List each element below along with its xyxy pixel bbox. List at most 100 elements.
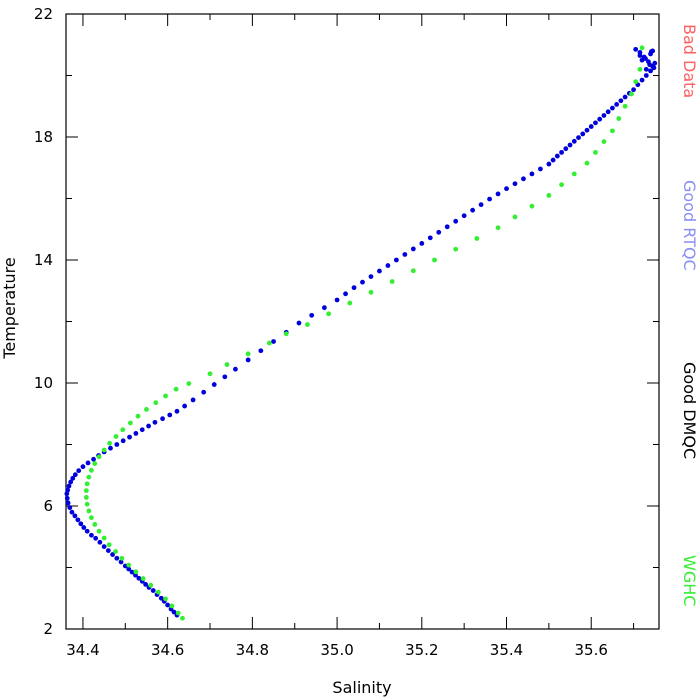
legend-entry: Good RTQC xyxy=(680,180,699,271)
data-point xyxy=(89,467,94,473)
data-point xyxy=(478,202,484,208)
data-point xyxy=(75,517,81,523)
data-point xyxy=(163,393,168,399)
data-point xyxy=(110,552,115,557)
data-point xyxy=(78,521,84,527)
data-point xyxy=(163,596,168,602)
legend-entry: Bad Data xyxy=(680,24,699,98)
data-point xyxy=(97,539,103,545)
y-tick-label: 22 xyxy=(34,5,53,23)
data-point xyxy=(93,535,99,541)
data-point xyxy=(271,339,276,344)
data-point xyxy=(571,171,577,177)
data-point xyxy=(550,157,556,163)
data-point xyxy=(129,569,135,575)
x-tick-label: 34.6 xyxy=(151,641,184,659)
data-point xyxy=(136,575,142,581)
data-point xyxy=(610,105,615,111)
y-tick-label: 10 xyxy=(34,374,53,392)
data-point xyxy=(266,340,272,346)
data-point xyxy=(347,300,353,306)
data-point xyxy=(155,589,161,595)
data-point xyxy=(160,416,165,422)
data-point xyxy=(512,214,518,220)
data-point xyxy=(152,419,158,425)
data-point xyxy=(133,431,139,436)
data-point xyxy=(652,60,658,66)
x-tick-labels: 34.4 34.6 34.8 35.0 35.2 35.4 35.6 xyxy=(66,641,608,659)
data-point xyxy=(126,566,132,572)
data-point xyxy=(487,196,492,202)
data-point xyxy=(474,236,480,241)
series-wghc xyxy=(83,45,645,621)
data-point xyxy=(143,582,149,587)
data-point xyxy=(419,240,425,246)
axis-ticks xyxy=(66,13,659,630)
y-tick-labels: 2 6 10 14 18 22 xyxy=(34,5,53,638)
data-point xyxy=(65,500,71,506)
data-point xyxy=(165,602,171,608)
data-point xyxy=(101,544,107,549)
data-point xyxy=(651,65,657,71)
data-point xyxy=(402,252,408,257)
data-point xyxy=(618,98,624,104)
data-point xyxy=(69,509,75,515)
data-point xyxy=(120,427,126,433)
data-point xyxy=(554,153,560,159)
data-point xyxy=(65,487,71,493)
data-point xyxy=(588,124,594,129)
data-point xyxy=(89,515,94,521)
data-point xyxy=(86,508,92,514)
data-point xyxy=(571,138,577,144)
data-point xyxy=(222,374,228,380)
x-axis-label: Salinity xyxy=(332,678,391,697)
data-point xyxy=(495,191,501,197)
data-point xyxy=(614,102,620,107)
data-point xyxy=(140,576,146,581)
y-axis-label: Temperature xyxy=(0,257,19,359)
data-point xyxy=(393,257,399,263)
data-point xyxy=(629,91,634,97)
data-point xyxy=(101,447,107,453)
data-point xyxy=(529,171,535,177)
data-point xyxy=(91,456,96,462)
legend: Bad Data Good RTQC Good DMQC WGHC xyxy=(680,24,699,606)
data-point xyxy=(427,235,433,241)
data-point xyxy=(158,595,164,601)
data-point xyxy=(622,94,628,100)
data-point xyxy=(190,397,196,403)
data-point xyxy=(631,87,636,93)
data-point xyxy=(135,413,141,419)
data-point xyxy=(92,461,98,466)
data-point xyxy=(326,311,332,317)
data-point xyxy=(559,149,564,155)
data-point xyxy=(148,582,154,588)
data-point xyxy=(224,362,230,367)
data-point xyxy=(108,445,113,451)
data-point xyxy=(601,139,607,145)
data-point xyxy=(92,522,98,527)
data-point xyxy=(584,127,590,133)
y-tick-label: 6 xyxy=(43,497,53,515)
data-point xyxy=(601,113,607,118)
legend-entry: Good DMQC xyxy=(680,362,699,459)
data-point xyxy=(309,312,315,318)
data-point xyxy=(360,279,365,285)
data-point xyxy=(207,371,213,377)
data-point xyxy=(233,366,238,372)
data-point xyxy=(648,49,654,54)
data-point xyxy=(597,116,603,122)
data-point xyxy=(643,73,649,78)
data-point xyxy=(521,176,526,182)
data-point xyxy=(83,488,89,494)
data-point xyxy=(96,528,102,534)
data-point xyxy=(174,408,180,414)
data-point xyxy=(245,357,251,363)
data-point xyxy=(639,45,645,51)
data-point xyxy=(538,166,543,172)
data-point xyxy=(529,203,535,209)
data-point xyxy=(504,186,509,192)
data-point xyxy=(643,56,648,61)
data-point xyxy=(105,548,111,553)
data-point xyxy=(67,505,73,510)
